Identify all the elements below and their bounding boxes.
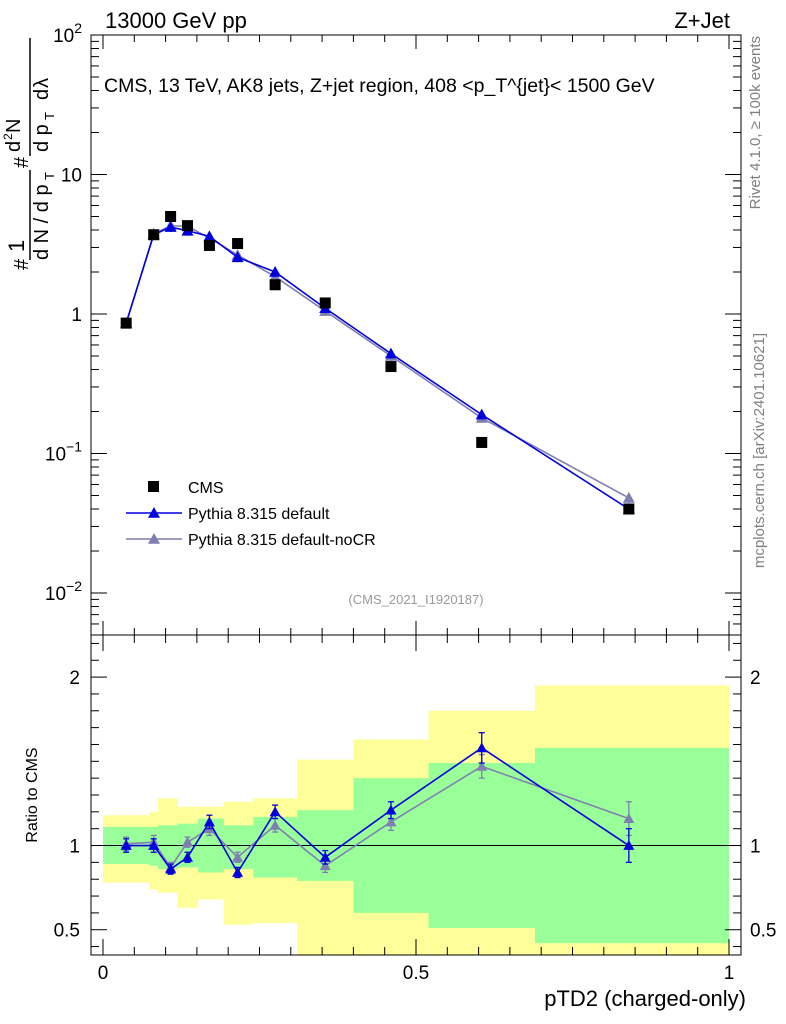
svg-text:d: d: [3, 141, 25, 152]
ratio-y-tick-label-right: 1: [750, 837, 761, 858]
ratio-x-tick-label: 0.5: [403, 963, 429, 984]
main-series-marker: [622, 491, 635, 503]
ratio-series-marker: [476, 742, 488, 753]
legend-nocr-marker: [148, 533, 160, 544]
cms-data-point: [385, 361, 397, 373]
main-plot-panel: CMS, 13 TeV, AK8 jets, Z+jet region, 408…: [45, 20, 742, 636]
main-y-tick-label: 1: [71, 305, 82, 326]
ratio-series-marker: [623, 840, 635, 850]
header-process-label: Z+Jet: [674, 8, 730, 33]
ratio-series-marker: [120, 840, 132, 850]
ratio-y-tick-label-right: 2: [750, 668, 761, 689]
svg-text:1: 1: [4, 240, 29, 252]
main-y-tick-label: 10−1: [45, 439, 82, 466]
main-y-tick-label: 10: [61, 166, 82, 187]
legend: CMS Pythia 8.315 default Pythia 8.315 defa…: [126, 480, 376, 549]
svg-text:T: T: [42, 172, 57, 180]
ratio-series-marker: [203, 816, 215, 827]
ratio-x-tick-label: 1: [724, 963, 735, 984]
ratio-y-tick-label-left: 0.5: [54, 921, 80, 942]
svg-text:T: T: [42, 112, 57, 120]
svg-text:d N / d p: d N / d p: [31, 184, 53, 260]
legend-label: Pythia 8.315 default: [188, 506, 330, 523]
ratio-series-marker: [319, 860, 331, 871]
ratio-y-tick-label-right: 0.5: [750, 921, 776, 942]
svg-text:#: #: [11, 258, 33, 270]
main-title: CMS, 13 TeV, AK8 jets, Z+jet region, 408…: [104, 75, 655, 97]
main-series-marker: [269, 266, 282, 277]
cms-data-point: [232, 238, 244, 250]
cms-data-point: [476, 436, 488, 448]
ratio-series-marker: [182, 836, 194, 847]
cms-data-point: [182, 220, 194, 232]
ratio-series-marker: [476, 760, 488, 771]
ratio-x-tick-label: 0: [98, 963, 109, 984]
cms-data-point: [623, 503, 635, 515]
header-energy-label: 13000 GeV pp: [105, 8, 247, 33]
svg-text:d: d: [31, 89, 53, 100]
ratio-y-tick-label-left: 1: [69, 837, 80, 858]
cms-data-point: [148, 229, 160, 241]
main-series-marker: [475, 408, 488, 420]
ratio-plot-panel: 0.5 0.5 1 1 2 2 0 0.5 1: [54, 634, 776, 984]
cms-data-point: [319, 297, 331, 309]
cms-data-point: [269, 279, 281, 291]
main-series-marker: [231, 251, 244, 263]
main-y-tick-label: 10−2: [45, 578, 82, 605]
mcplots-reference-note: mcplots.cern.ch [arXiv:2401.10621]: [751, 333, 768, 568]
ratio-series-marker: [319, 851, 331, 862]
main-y-axis-label: # 1 d N / d p T # d 2 N d p T d λ: [1, 38, 57, 270]
svg-text:#: #: [11, 156, 33, 168]
ratio-series-marker: [385, 816, 397, 827]
legend-default-marker: [148, 507, 160, 518]
ratio-y-axis-label: Ratio to CMS: [24, 747, 41, 842]
cms-data-point: [120, 317, 132, 329]
ratio-series-marker: [232, 851, 244, 862]
ratio-series-marker: [623, 813, 635, 823]
cms-data-point: [203, 239, 215, 251]
main-series-marker: [384, 347, 397, 359]
svg-text:d p: d p: [31, 124, 53, 152]
ratio-series-marker: [148, 840, 160, 850]
ratio-series-marker: [269, 806, 281, 817]
legend-label: CMS: [188, 480, 224, 497]
ratio-series-marker: [165, 863, 177, 874]
ratio-x-axis-label: pTD2 (charged-only): [544, 986, 746, 1011]
main-series-marker: [203, 230, 216, 242]
ratio-series-marker: [269, 819, 281, 830]
ratio-series-marker: [232, 866, 244, 877]
svg-text:λ: λ: [31, 78, 53, 88]
ratio-y-tick-label-left: 2: [69, 668, 80, 689]
rivet-version-note: Rivet 4.1.0, ≥ 100k events: [747, 36, 764, 209]
main-series-line: [125, 224, 630, 499]
analysis-watermark: (CMS_2021_I1920187): [348, 592, 483, 607]
legend-cms-marker: [148, 481, 159, 492]
main-series-marker: [164, 221, 177, 232]
cms-data-point: [165, 210, 177, 222]
svg-text:N: N: [3, 119, 25, 133]
main-series-line: [125, 226, 630, 510]
ratio-series-marker: [385, 804, 397, 815]
svg-text:2: 2: [1, 133, 15, 140]
main-y-tick-label: 102: [53, 20, 82, 47]
ratio-series-marker: [182, 851, 194, 862]
legend-label: Pythia 8.315 default-noCR: [188, 532, 376, 549]
